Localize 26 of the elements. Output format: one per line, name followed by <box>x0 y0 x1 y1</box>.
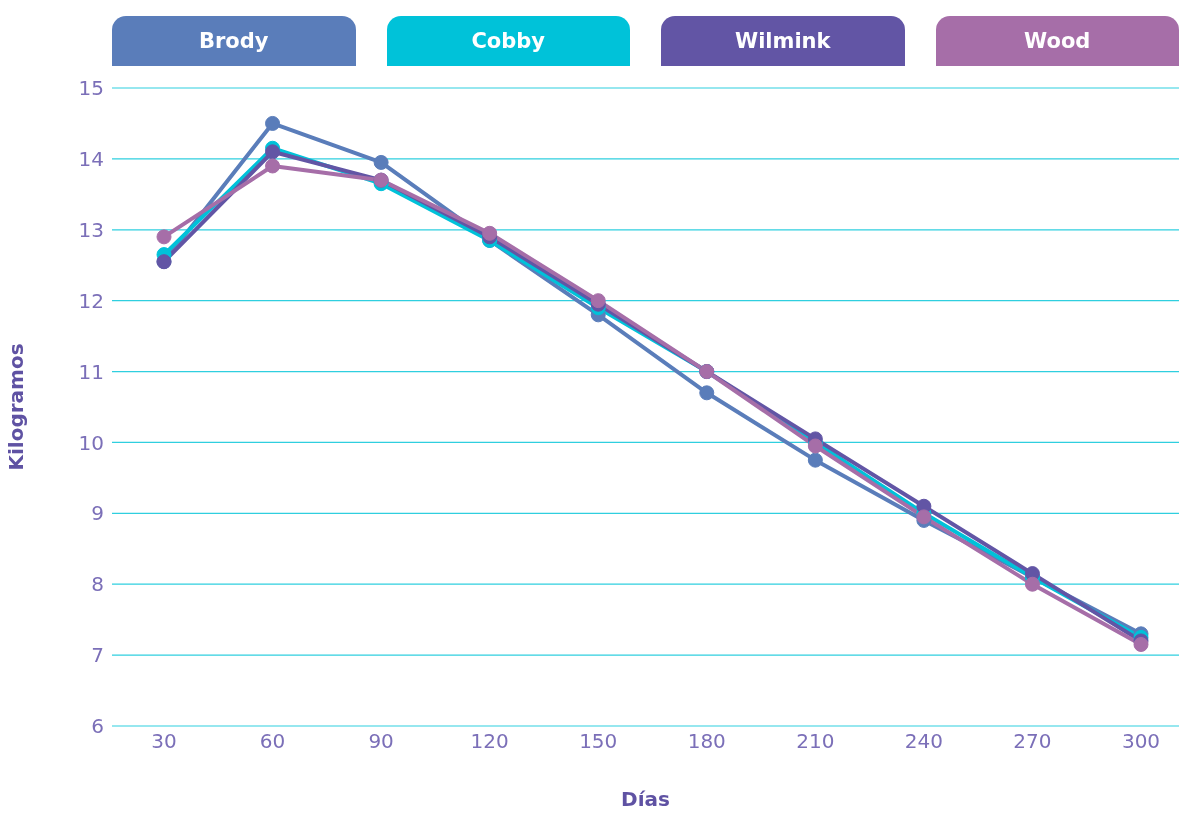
y-tick-label: 6 <box>91 714 104 739</box>
x-tick-label: 60 <box>259 729 286 754</box>
x-tick-label: 90 <box>368 729 394 754</box>
x-tick-label: 240 <box>904 729 943 754</box>
x-axis-title: Días <box>621 787 670 811</box>
x-tick-label: 210 <box>796 729 835 754</box>
y-tick-label: 11 <box>78 359 104 384</box>
y-axis-title: Kilogramos <box>4 343 29 471</box>
text: Cobby <box>386 16 630 66</box>
y-tick-label: 7 <box>91 643 104 668</box>
text: Wood <box>935 16 1179 66</box>
text: Brody <box>112 16 356 66</box>
x-tick-label: 300 <box>1121 729 1161 754</box>
x-tick-label: 30 <box>151 729 177 754</box>
y-tick-label: 8 <box>91 572 104 597</box>
text: Wilmink <box>661 16 905 66</box>
x-tick-label: 270 <box>1013 729 1052 754</box>
y-tick-label: 9 <box>91 501 104 526</box>
x-tick-label: 150 <box>579 729 618 754</box>
y-tick-label: 13 <box>78 217 104 242</box>
y-tick-label: 14 <box>78 146 104 171</box>
x-tick-label: 180 <box>687 729 726 754</box>
x-tick-label: 120 <box>470 729 509 754</box>
y-tick-label: 15 <box>78 76 104 101</box>
y-tick-label: 10 <box>78 430 104 455</box>
y-tick-label: 12 <box>78 288 104 313</box>
